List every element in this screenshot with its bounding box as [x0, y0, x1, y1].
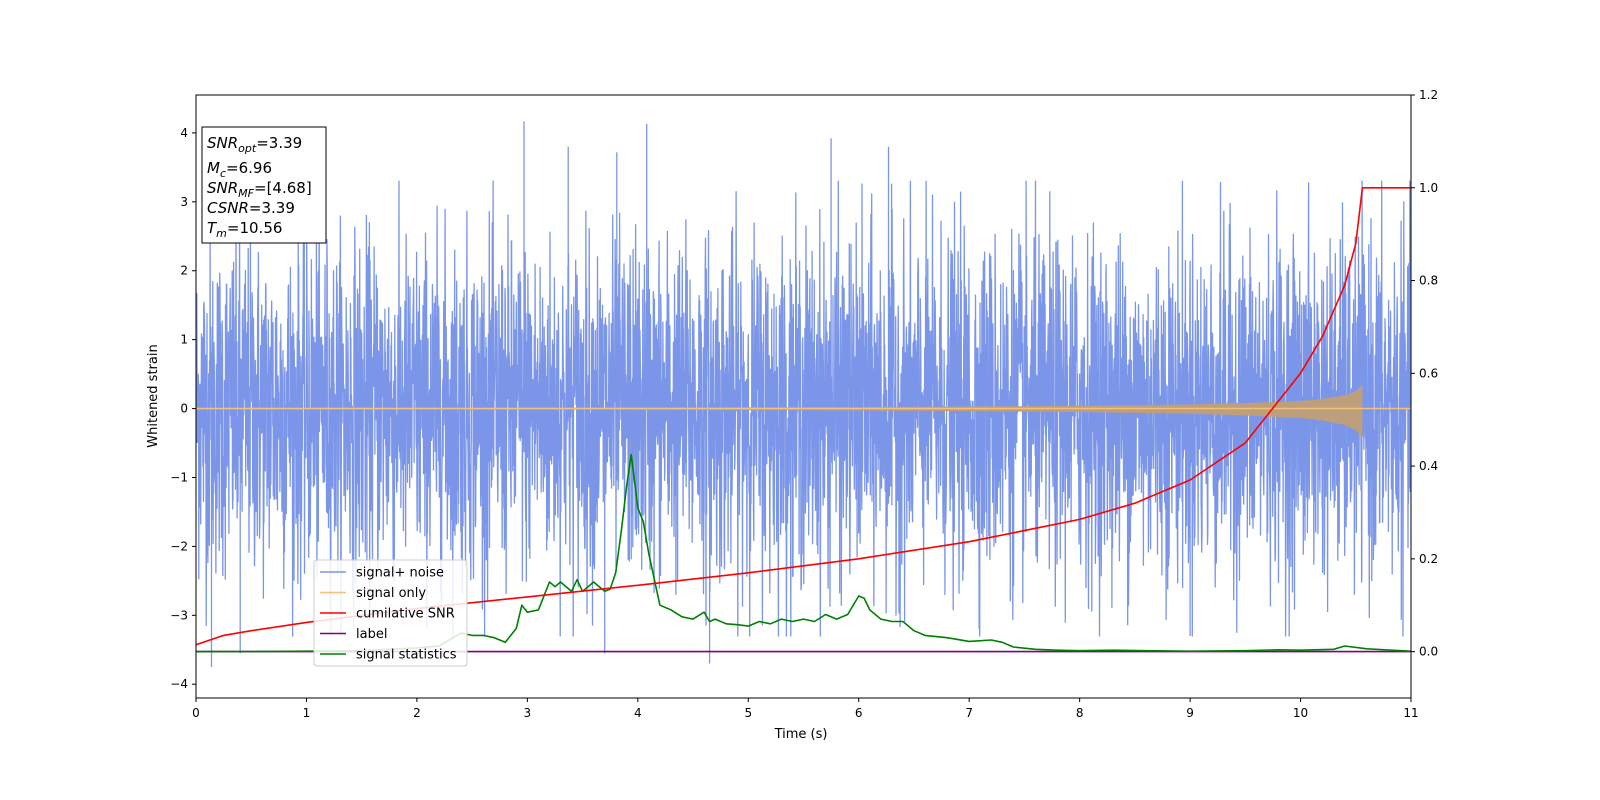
x-axis: 0 1 2 3 4 5 6 7 8 9 10 11 — [192, 698, 1419, 720]
series-signal-statistics — [196, 453, 1411, 653]
y-tick-label: −4 — [170, 677, 188, 691]
y-tick-label: 2 — [180, 264, 188, 278]
y-axis-left: −4 −3 −2 −1 0 1 2 3 4 — [170, 126, 196, 691]
x-tick-label: 10 — [1293, 706, 1308, 720]
x-tick-label: 3 — [524, 706, 532, 720]
info-mc: Mc=6.96 — [207, 159, 272, 180]
y2-tick-label: 0.2 — [1419, 552, 1438, 566]
series-signal-noise — [196, 121, 1411, 667]
y2-tick-label: 0.6 — [1419, 366, 1438, 380]
series-signal-only-envelope — [196, 384, 1363, 439]
y-tick-label: 4 — [180, 126, 188, 140]
legend-label: signal+ noise — [356, 566, 444, 581]
y-tick-label: 0 — [180, 402, 188, 416]
x-tick-label: 4 — [634, 706, 642, 720]
y2-tick-label: 1.2 — [1419, 88, 1438, 102]
info-box-frame — [201, 126, 327, 244]
legend-label: signal statistics — [356, 648, 457, 663]
info-snr-opt: SNRopt=3.39 — [207, 134, 302, 155]
plot-frame — [195, 94, 1412, 699]
x-tick-label: 11 — [1403, 706, 1418, 720]
info-box: SNRopt=3.39 Mc=6.96 SNRMF=[4.68] CSNR=3.… — [201, 126, 327, 244]
y-tick-label: 1 — [180, 333, 188, 347]
x-tick-label: 7 — [965, 706, 973, 720]
legend-label: cumilative SNR — [356, 607, 455, 622]
x-tick-label: 0 — [192, 706, 200, 720]
info-csnr: CSNR=3.39 — [207, 199, 295, 217]
y-tick-label: 3 — [180, 195, 188, 209]
y-tick-label: −3 — [170, 608, 188, 622]
y-axis-label: Whitened strain — [146, 344, 161, 447]
x-tick-label: 9 — [1186, 706, 1194, 720]
x-axis-label: Time (s) — [774, 727, 828, 742]
x-tick-label: 1 — [303, 706, 311, 720]
legend-items: signal+ noise signal only cumilative SNR la… — [320, 566, 457, 663]
x-tick-label: 8 — [1076, 706, 1084, 720]
legend: signal+ noise signal only cumilative SNR la… — [313, 559, 468, 667]
y2-tick-label: 0.0 — [1419, 645, 1438, 659]
y2-tick-label: 0.8 — [1419, 274, 1438, 288]
legend-label: label — [356, 627, 387, 642]
y2-tick-label: 0.4 — [1419, 459, 1438, 473]
x-tick-label: 5 — [744, 706, 752, 720]
x-tick-label: 6 — [855, 706, 863, 720]
info-snr-mf: SNRMF=[4.68] — [207, 179, 312, 200]
info-tm: Tm=10.56 — [207, 219, 282, 240]
y2-tick-label: 1.0 — [1419, 181, 1438, 195]
y-tick-label: −1 — [170, 470, 188, 484]
legend-label: signal only — [356, 586, 426, 601]
x-tick-label: 2 — [413, 706, 421, 720]
y-axis-right: 0.0 0.2 0.4 0.6 0.8 1.0 1.2 — [1411, 88, 1438, 659]
y-tick-label: −2 — [170, 539, 188, 553]
legend-frame — [313, 559, 468, 667]
